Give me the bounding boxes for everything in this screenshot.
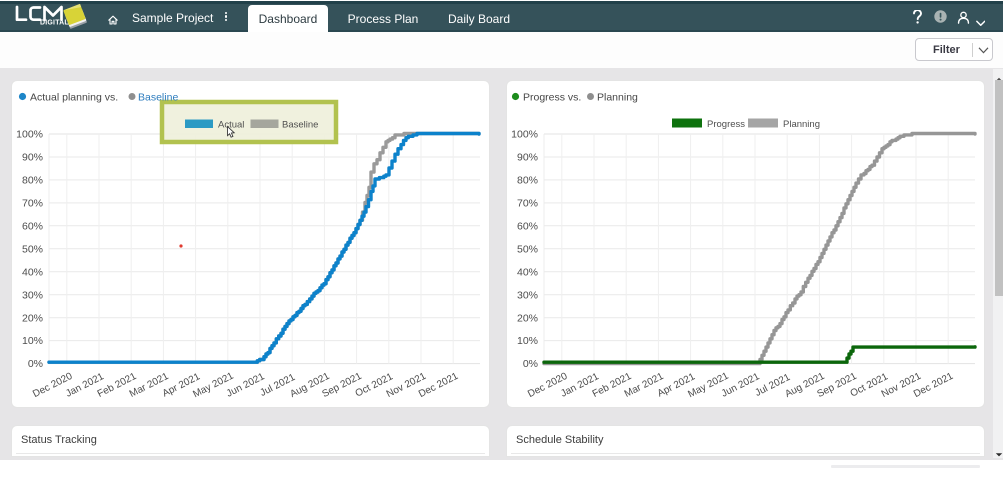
svg-text:90%: 90% (517, 152, 538, 164)
svg-text:Actual planning vs.: Actual planning vs. (30, 92, 118, 104)
svg-text:100%: 100% (16, 129, 43, 141)
svg-text:Planning: Planning (597, 92, 638, 104)
svg-text:60%: 60% (517, 220, 538, 232)
svg-text:40%: 40% (517, 266, 538, 278)
svg-text:40%: 40% (22, 266, 43, 278)
svg-text:10%: 10% (517, 335, 538, 347)
svg-text:60%: 60% (22, 220, 43, 232)
svg-text:20%: 20% (22, 312, 43, 324)
svg-text:90%: 90% (22, 152, 43, 164)
svg-text:80%: 80% (22, 175, 43, 187)
svg-text:70%: 70% (517, 198, 538, 210)
svg-text:30%: 30% (22, 289, 43, 301)
svg-text:100%: 100% (511, 129, 538, 141)
svg-text:70%: 70% (22, 198, 43, 210)
svg-text:Progress vs.: Progress vs. (523, 92, 581, 104)
svg-text:50%: 50% (517, 243, 538, 255)
svg-text:10%: 10% (22, 335, 43, 347)
svg-text:20%: 20% (517, 312, 538, 324)
svg-text:Actual: Actual (218, 120, 244, 131)
svg-text:80%: 80% (517, 175, 538, 187)
svg-text:Baseline: Baseline (282, 120, 318, 131)
svg-text:Planning: Planning (783, 119, 820, 130)
svg-text:Progress: Progress (707, 119, 745, 130)
svg-text:0%: 0% (523, 358, 538, 370)
svg-text:0%: 0% (28, 358, 43, 370)
svg-text:DIGITAL: DIGITAL (40, 20, 69, 27)
svg-text:30%: 30% (517, 289, 538, 301)
svg-text:50%: 50% (22, 243, 43, 255)
svg-text:Baseline: Baseline (138, 92, 178, 104)
